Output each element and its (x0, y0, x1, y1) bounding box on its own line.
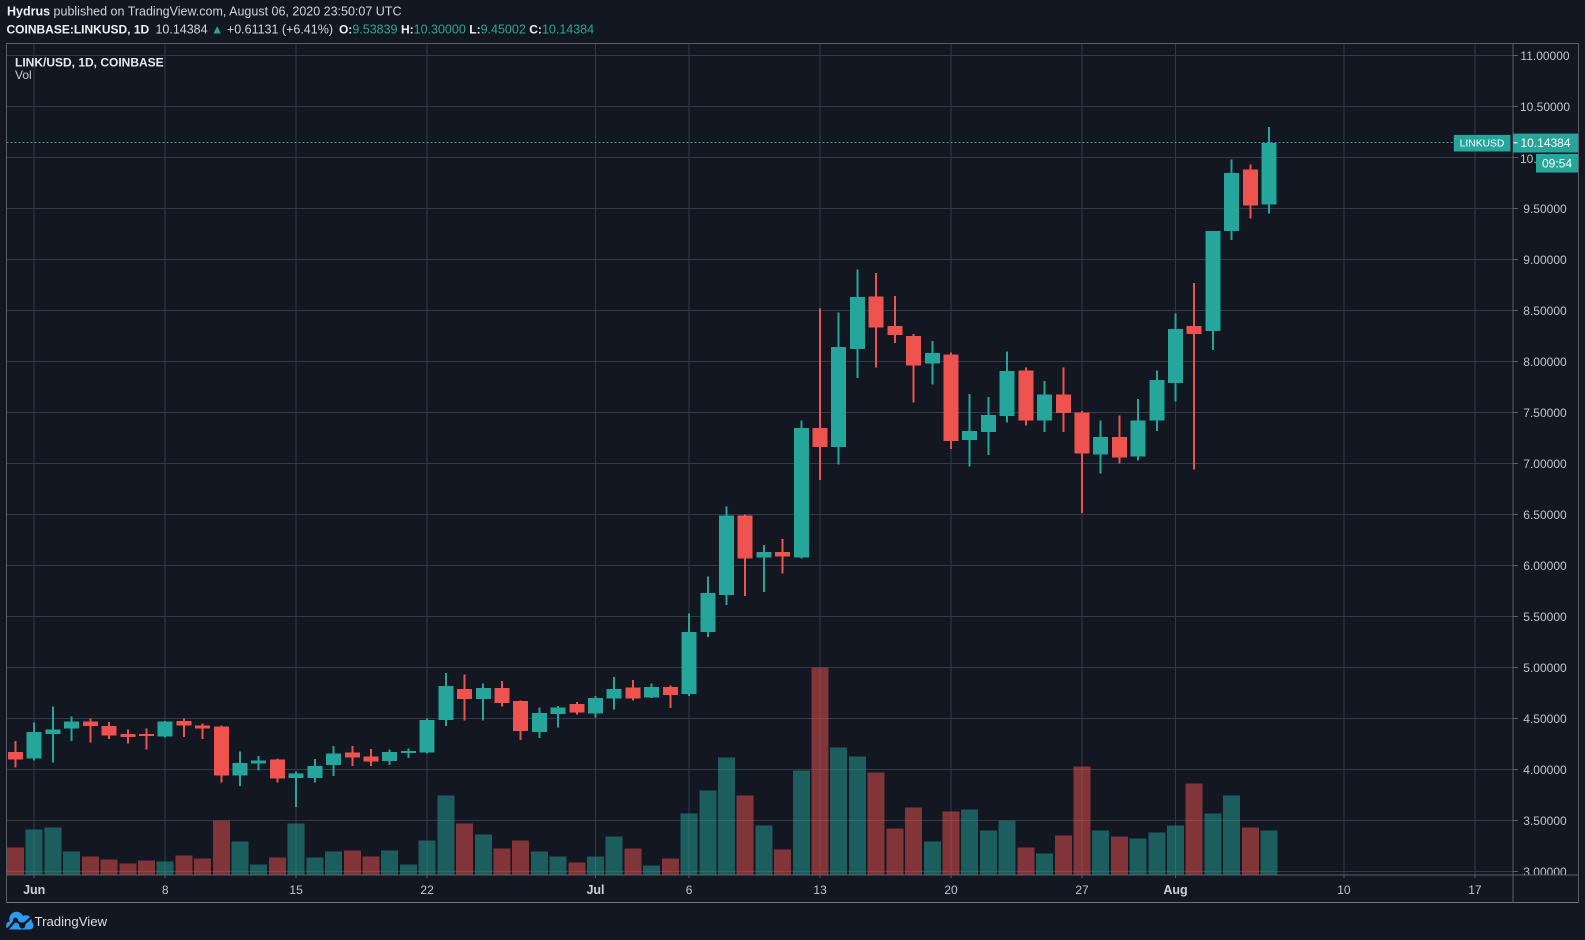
svg-text:22: 22 (420, 883, 434, 897)
svg-text:LINKUSD: LINKUSD (1460, 139, 1505, 150)
svg-text:6.50000: 6.50000 (1523, 508, 1567, 522)
svg-text:17: 17 (1468, 883, 1482, 897)
svg-text:LINK/USD, 1D, COINBASE: LINK/USD, 1D, COINBASE (15, 56, 164, 70)
svg-text:4.00000: 4.00000 (1523, 763, 1567, 777)
svg-text:15: 15 (289, 883, 303, 897)
svg-text:10.50000: 10.50000 (1520, 100, 1570, 114)
svg-text:5.50000: 5.50000 (1523, 610, 1567, 624)
svg-text:9.50000: 9.50000 (1523, 202, 1567, 216)
svg-text:13: 13 (813, 883, 827, 897)
svg-text:10: 10 (1337, 883, 1351, 897)
svg-text:Jun: Jun (23, 883, 45, 897)
svg-text:8.50000: 8.50000 (1523, 304, 1567, 318)
svg-text:27: 27 (1075, 883, 1089, 897)
svg-text:Hydrus published on TradingVie: Hydrus published on TradingView.com, Aug… (7, 5, 401, 19)
svg-text:8.00000: 8.00000 (1523, 355, 1567, 369)
svg-text:7.50000: 7.50000 (1523, 406, 1567, 420)
svg-text:9.00000: 9.00000 (1523, 253, 1567, 267)
svg-text:6: 6 (686, 883, 693, 897)
svg-text:11.00000: 11.00000 (1520, 49, 1569, 63)
svg-text:09:54: 09:54 (1542, 157, 1572, 171)
svg-text:Jul: Jul (586, 883, 604, 897)
svg-text:10.14384: 10.14384 (1520, 136, 1570, 150)
svg-text:7.00000: 7.00000 (1523, 457, 1567, 471)
svg-text:3.50000: 3.50000 (1523, 814, 1567, 828)
svg-text:Vol: Vol (15, 68, 32, 82)
svg-text:6.00000: 6.00000 (1523, 559, 1567, 573)
svg-text:8: 8 (162, 883, 169, 897)
svg-text:COINBASE:LINKUSD, 1D 10.14384: COINBASE:LINKUSD, 1D 10.14384 ▲ +0.61131… (7, 23, 595, 37)
svg-text:4.50000: 4.50000 (1523, 712, 1567, 726)
svg-text:20: 20 (944, 883, 958, 897)
svg-text:5.00000: 5.00000 (1523, 661, 1567, 675)
svg-text:Aug: Aug (1163, 883, 1187, 897)
svg-text:TradingView: TradingView (35, 914, 108, 929)
